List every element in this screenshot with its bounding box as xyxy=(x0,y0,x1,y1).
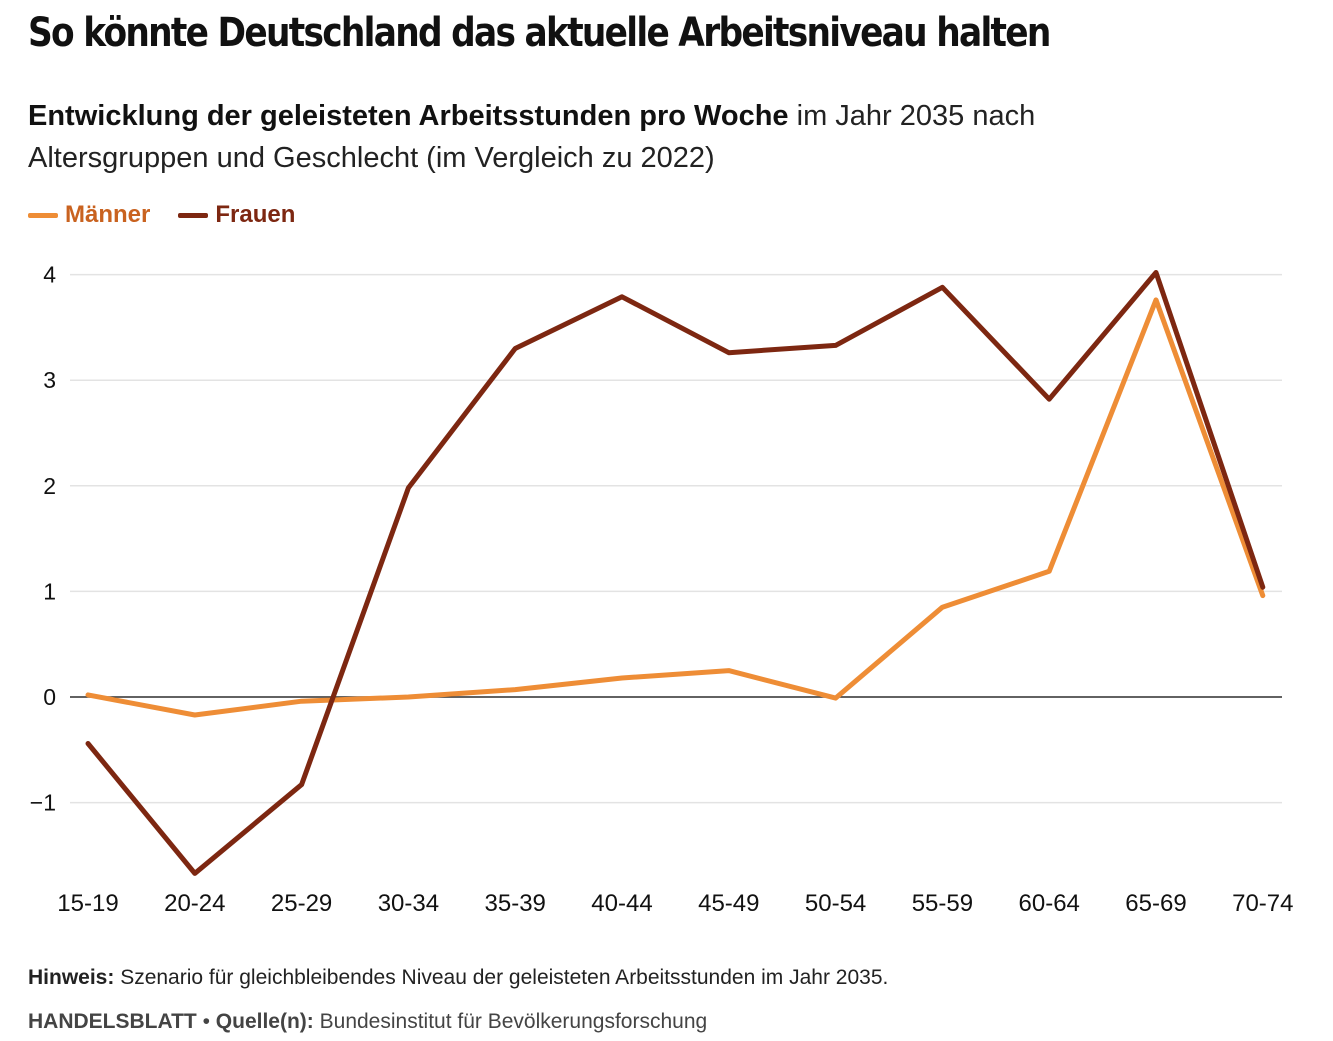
x-tick-label: 25-29 xyxy=(271,890,332,917)
y-tick-label: 0 xyxy=(43,684,56,710)
y-tick-label: 3 xyxy=(43,367,56,393)
note-text: Szenario für gleichbleibendes Niveau der… xyxy=(114,966,889,989)
x-tick-label: 30-34 xyxy=(378,890,439,917)
note-label: Hinweis: xyxy=(28,966,115,989)
chart-title: So könnte Deutschland das aktuelle Arbei… xyxy=(28,10,1051,56)
series-line-maenner xyxy=(85,297,1266,718)
x-tick-label: 55-59 xyxy=(912,890,973,917)
footer-note: Hinweis: Szenario für gleichbleibendes N… xyxy=(28,966,888,990)
legend-item-frauen: Frauen xyxy=(178,201,295,229)
y-tick-label: 4 xyxy=(43,262,56,288)
subtitle-rest: im Jahr 2035 nach Altersgruppen und Gesc… xyxy=(28,100,1036,174)
legend-swatch-frauen xyxy=(178,212,209,218)
chart-subtitle: Entwicklung der geleisteten Arbeitsstund… xyxy=(28,95,1168,179)
legend-label-maenner: Männer xyxy=(65,201,151,228)
brand-name: HANDELSBLATT xyxy=(28,1010,197,1033)
x-tick-label: 40-44 xyxy=(591,890,652,917)
footer-source: HANDELSBLATT • Quelle(n): Bundesinstitut… xyxy=(28,1010,707,1034)
y-tick-label: −1 xyxy=(30,790,56,816)
series-line-frauen xyxy=(85,270,1266,876)
source-text: Bundesinstitut für Bevölkerungsforschung xyxy=(313,1010,708,1033)
y-tick-label: 1 xyxy=(43,578,56,604)
x-tick-label: 60-64 xyxy=(1019,890,1080,917)
source-separator: • xyxy=(196,1010,216,1033)
legend-swatch-maenner xyxy=(28,212,58,218)
x-tick-label: 35-39 xyxy=(485,890,546,917)
x-tick-label: 15-19 xyxy=(57,890,118,917)
x-tick-label: 45-49 xyxy=(698,890,759,917)
legend-label-frauen: Frauen xyxy=(215,201,296,228)
legend-item-maenner: Männer xyxy=(28,201,150,229)
source-label: Quelle(n): xyxy=(215,1010,314,1033)
y-tick-label: 2 xyxy=(43,473,56,499)
subtitle-bold: Entwicklung der geleisteten Arbeitsstund… xyxy=(28,100,789,132)
x-tick-label: 70-74 xyxy=(1232,890,1293,917)
x-tick-label: 65-69 xyxy=(1125,890,1186,917)
legend: Männer Frauen xyxy=(28,201,323,229)
x-tick-label: 20-24 xyxy=(164,890,225,917)
line-chart: 4 3 2 1 0 −1 15-19 20-24 25-29 30-34 35-39 40-44 45-… xyxy=(30,262,1294,917)
x-tick-label: 50-54 xyxy=(805,890,866,917)
